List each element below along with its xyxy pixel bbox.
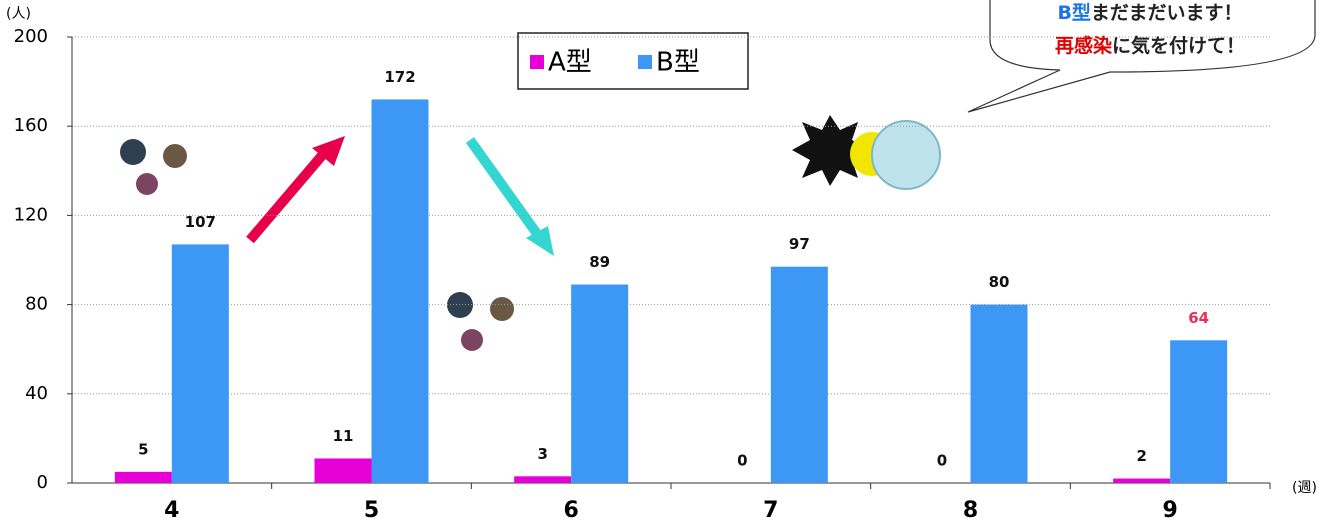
data-label: 2 (1136, 447, 1146, 465)
bar (571, 284, 629, 483)
legend-label: A型 (548, 48, 592, 78)
annotation: 再感染に気を付けて！ (1055, 34, 1245, 57)
arrow-up (246, 136, 345, 244)
germ-illustration (120, 139, 514, 351)
data-label: 0 (737, 452, 747, 470)
bar (371, 99, 429, 483)
y-tick-label: 160 (14, 115, 48, 136)
annotation-part: 再感染 (1055, 34, 1112, 57)
data-label: 89 (589, 253, 610, 271)
annotation-part: に気を付けて！ (1112, 34, 1245, 57)
y-tick-label: 80 (25, 294, 48, 315)
data-label: 80 (989, 273, 1010, 291)
x-tick-label: 8 (963, 498, 978, 523)
legend-swatch (638, 55, 652, 69)
speech-bubble (967, 0, 1316, 113)
virus-illustration (792, 115, 941, 190)
x-axis-label: (週) (1292, 480, 1317, 496)
data-label: 11 (333, 427, 354, 445)
data-label: 97 (789, 235, 810, 253)
bar (314, 458, 372, 483)
bar (514, 476, 572, 483)
y-tick-label: 200 (14, 26, 48, 47)
x-tick-label: 7 (763, 498, 778, 523)
data-label: 5 (138, 440, 148, 458)
bar (1170, 340, 1228, 483)
x-tick-label: 9 (1163, 498, 1178, 523)
bar (114, 471, 172, 483)
legend-swatch (530, 55, 544, 69)
y-tick-label: 0 (37, 472, 48, 493)
data-label: 107 (185, 213, 216, 231)
legend-box (517, 32, 749, 90)
x-tick-label: 5 (364, 498, 379, 523)
y-tick-label: 40 (25, 383, 48, 404)
annotation: B型まだまだいます！ (1057, 1, 1242, 24)
y-tick-label: 120 (14, 204, 48, 225)
bar (171, 244, 229, 483)
bar (1113, 478, 1171, 483)
arrow-down (465, 137, 554, 256)
bar (970, 304, 1028, 483)
x-tick-label: 4 (164, 498, 179, 523)
annotation-part: B型 (1057, 1, 1090, 24)
legend-label: B型 (656, 48, 700, 78)
annotation-part: まだまだいます！ (1091, 2, 1243, 24)
data-label: 64 (1188, 309, 1209, 327)
data-label: 172 (384, 68, 415, 86)
x-tick-label: 6 (564, 498, 579, 523)
y-axis-label: (人) (6, 6, 31, 22)
data-label: 3 (537, 445, 547, 463)
data-label: 0 (937, 452, 947, 470)
bar (770, 266, 828, 483)
